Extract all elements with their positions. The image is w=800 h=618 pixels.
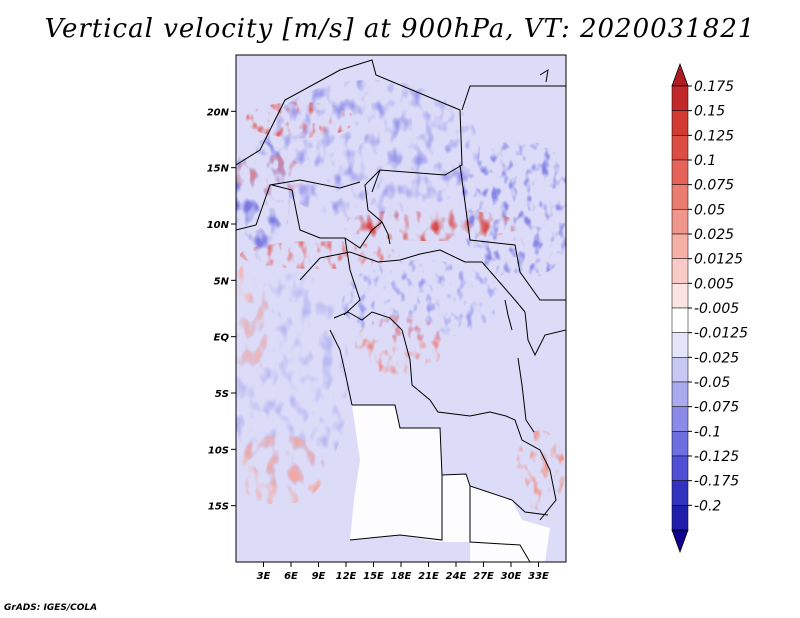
x-tick-label: 9E <box>312 571 326 582</box>
colorbar-segment <box>671 233 689 259</box>
colorbar-label: 0.025 <box>694 227 734 243</box>
vertical-velocity-field <box>236 55 566 562</box>
colorbar-label: 0.1 <box>694 153 716 169</box>
y-axis: 20N 15N 10N 5N EQ 5S 10S 15S <box>207 107 236 513</box>
colorbar-segment <box>671 505 689 531</box>
x-tick-label: 15E <box>363 571 384 582</box>
colorbar: 0.175 0.15 0.125 0.1 0.075 0.05 0.025 0.0125 0.0… <box>671 62 748 554</box>
colorbar-segment <box>671 184 689 210</box>
colorbar-segment <box>671 406 689 432</box>
country-borders <box>236 59 566 562</box>
colorbar-label: 0.15 <box>694 104 725 120</box>
colorbar-segment <box>671 283 689 309</box>
map-title: Vertical velocity [m/s] at 900hPa, VT: 2… <box>44 14 756 44</box>
colorbar-segment <box>671 135 689 161</box>
colorbar-segment <box>671 307 689 333</box>
colorbar-segment <box>671 357 689 383</box>
x-tick-label: 3E <box>257 571 271 582</box>
y-tick-label: EQ <box>214 333 230 344</box>
colorbar-label: -0.1 <box>694 424 721 440</box>
colorbar-label: -0.075 <box>694 400 739 416</box>
colorbar-top-arrow <box>671 62 689 87</box>
colorbar-label: -0.2 <box>694 498 721 514</box>
colorbar-label: -0.125 <box>694 449 739 465</box>
y-tick-label: 5N <box>214 276 230 287</box>
grads-credit: GrADS: IGES/COLA <box>4 603 98 613</box>
colorbar-segment <box>671 381 689 407</box>
x-tick-label: 30E <box>501 571 522 582</box>
colorbar-segment <box>671 332 689 358</box>
colorbar-segment <box>671 431 689 457</box>
colorbar-label: 0.0125 <box>694 252 743 268</box>
colorbar-label: -0.05 <box>694 375 730 391</box>
y-tick-label: 15S <box>208 502 229 513</box>
y-tick-label: 10N <box>207 220 230 231</box>
y-tick-label: 20N <box>207 107 230 118</box>
colorbar-segment <box>671 159 689 185</box>
x-tick-label: 12E <box>336 571 357 582</box>
x-tick-label: 6E <box>284 571 298 582</box>
y-tick-label: 15N <box>207 164 230 175</box>
x-tick-label: 24E <box>446 571 467 582</box>
colorbar-segment <box>671 258 689 284</box>
colorbar-label: -0.0125 <box>694 326 748 342</box>
x-tick-label: 18E <box>391 571 412 582</box>
x-tick-label: 27E <box>473 571 494 582</box>
colorbar-label: 0.125 <box>694 128 734 144</box>
colorbar-segment <box>671 480 689 506</box>
colorbar-label: 0.05 <box>694 202 725 218</box>
x-axis: 3E 6E 9E 12E 15E 18E 21E 24E 27E 30E 33E <box>257 562 549 582</box>
colorbar-label: -0.175 <box>694 474 739 490</box>
colorbar-segment <box>671 455 689 481</box>
y-tick-label: 5S <box>215 389 229 400</box>
colorbar-segment <box>671 209 689 235</box>
colorbar-label: 0.005 <box>694 276 734 292</box>
colorbar-label: 0.075 <box>694 178 734 194</box>
colorbar-label: -0.005 <box>694 301 739 317</box>
colorbar-segment <box>671 110 689 136</box>
colorbar-bottom-arrow <box>671 529 689 554</box>
colorbar-label: 0.175 <box>694 79 734 95</box>
x-tick-label: 33E <box>528 571 549 582</box>
y-tick-label: 10S <box>208 445 229 456</box>
colorbar-label: -0.025 <box>694 350 739 366</box>
colorbar-segment <box>671 85 689 111</box>
x-tick-label: 21E <box>418 571 439 582</box>
